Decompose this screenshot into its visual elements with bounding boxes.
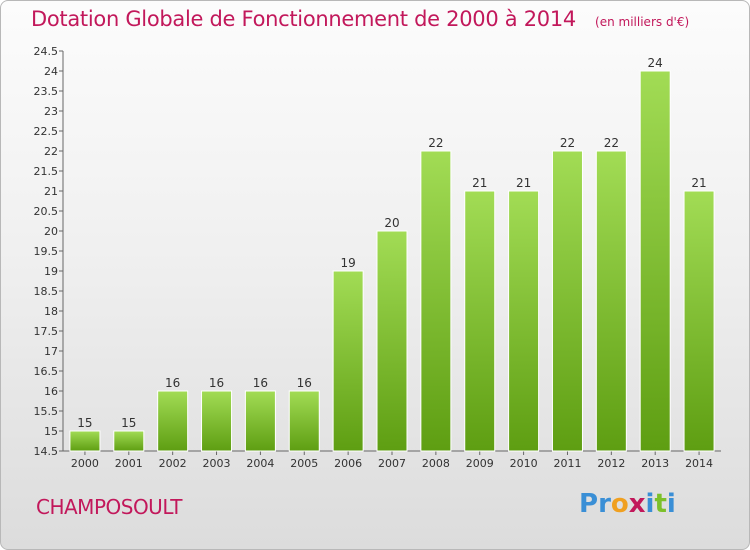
bar-2003[interactable] <box>201 390 233 452</box>
y-tick-label: 15.5 <box>34 405 59 418</box>
x-tick-label: 2014 <box>685 457 713 470</box>
bar-2013[interactable] <box>639 70 671 452</box>
bar-value-label: 20 <box>384 216 399 230</box>
bar-value-label: 16 <box>297 376 312 390</box>
bar-value-label: 16 <box>165 376 180 390</box>
bar-2010[interactable] <box>508 190 540 452</box>
bar-value-label: 24 <box>648 56 663 70</box>
bar-value-label: 21 <box>691 176 706 190</box>
y-axis: 14.5 15 15.5 16 16.5 17 17.5 18 18.5 19 19.5 20 20.5… <box>34 45 64 458</box>
y-tick-label: 21 <box>44 185 58 198</box>
y-tick-label: 19 <box>44 265 58 278</box>
bar-value-label: 22 <box>428 136 443 150</box>
y-tick-label: 24 <box>44 65 58 78</box>
x-tick-label: 2000 <box>71 457 99 470</box>
bar-2004[interactable] <box>244 390 276 452</box>
bar-value-label: 19 <box>340 256 355 270</box>
x-tick-label: 2006 <box>334 457 362 470</box>
y-tick-label: 24.5 <box>34 45 59 58</box>
x-axis: 2000 2001 2002 2003 2004 2005 2006 2007 2008 2009… <box>63 450 721 470</box>
y-tick-label: 18 <box>44 305 58 318</box>
logo-letter: i <box>645 489 655 519</box>
bar-value-label: 22 <box>560 136 575 150</box>
y-tick-label: 16.5 <box>34 365 59 378</box>
x-tick-label: 2007 <box>378 457 406 470</box>
bar-2000[interactable] <box>69 430 101 452</box>
y-tick-label: 23 <box>44 105 58 118</box>
y-tick-label: 20.5 <box>34 205 59 218</box>
y-tick-label: 14.5 <box>34 445 59 458</box>
y-tick-label: 21.5 <box>34 165 59 178</box>
commune-name: CHAMPOSOULT <box>36 495 182 519</box>
x-tick-label: 2009 <box>466 457 494 470</box>
bar-2001[interactable] <box>113 430 145 452</box>
x-tick-label: 2001 <box>115 457 143 470</box>
bar-2008[interactable] <box>420 150 452 452</box>
x-tick-label: 2004 <box>246 457 274 470</box>
y-tick-label: 15 <box>44 425 58 438</box>
proxiti-logo[interactable]: Proxiti <box>579 489 676 519</box>
chart-title: Dotation Globale de Fonctionnement de 20… <box>31 7 576 31</box>
x-tick-label: 2012 <box>597 457 625 470</box>
y-tick-label: 16 <box>44 385 58 398</box>
x-tick-label: 2013 <box>641 457 669 470</box>
bar-2012[interactable] <box>595 150 627 452</box>
x-tick-label: 2008 <box>422 457 450 470</box>
bar-value-label: 16 <box>253 376 268 390</box>
x-tick-label: 2011 <box>553 457 581 470</box>
logo-letter: r <box>598 489 611 519</box>
logo-letter: P <box>579 489 599 519</box>
bar-value-label: 15 <box>77 416 92 430</box>
logo-letter: o <box>610 489 629 519</box>
logo-letter: t <box>654 489 667 519</box>
bar-2005[interactable] <box>288 390 320 452</box>
title-row: Dotation Globale de Fonctionnement de 20… <box>31 7 689 31</box>
bar-value-label: 16 <box>209 376 224 390</box>
y-tick-label: 22 <box>44 145 58 158</box>
bar-2002[interactable] <box>157 390 189 452</box>
y-tick-label: 20 <box>44 225 58 238</box>
x-tick-label: 2003 <box>203 457 231 470</box>
bar-labels-group: 15 15 16 16 16 16 19 20 22 21 21 22 22 24 21 <box>77 56 706 430</box>
bar-value-label: 21 <box>516 176 531 190</box>
logo-letter: i <box>666 489 676 519</box>
x-tick-label: 2002 <box>159 457 187 470</box>
bar-2014[interactable] <box>683 190 715 452</box>
chart-subtitle: (en milliers d'€) <box>595 15 690 29</box>
bar-2006[interactable] <box>332 270 364 452</box>
y-tick-label: 17.5 <box>34 325 59 338</box>
y-tick-label: 23.5 <box>34 85 59 98</box>
y-tick-label: 22.5 <box>34 125 59 138</box>
y-tick-label: 19.5 <box>34 245 59 258</box>
y-tick-label: 17 <box>44 345 58 358</box>
bar-2007[interactable] <box>376 230 408 452</box>
x-tick-label: 2010 <box>510 457 538 470</box>
y-tick-label: 18.5 <box>34 285 59 298</box>
bar-value-label: 22 <box>604 136 619 150</box>
bars-group <box>69 70 715 452</box>
bar-2011[interactable] <box>551 150 583 452</box>
bar-value-label: 21 <box>472 176 487 190</box>
x-tick-label: 2005 <box>290 457 318 470</box>
logo-letter: x <box>628 489 646 519</box>
bar-value-label: 15 <box>121 416 136 430</box>
bar-2009[interactable] <box>464 190 496 452</box>
